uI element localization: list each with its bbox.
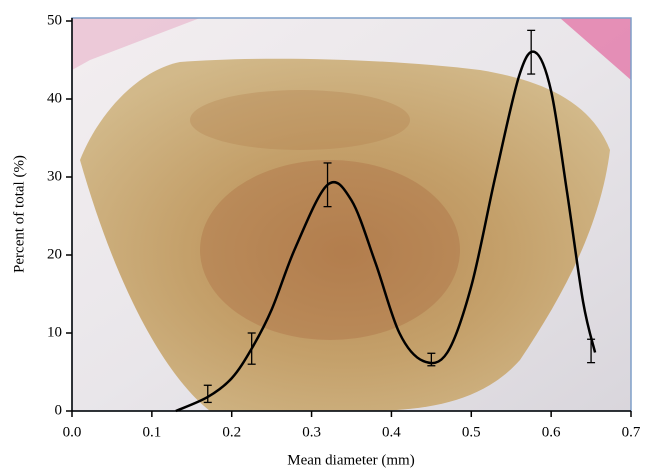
x-tick-label: 0.0 bbox=[63, 424, 82, 440]
x-tick-label: 0.2 bbox=[222, 424, 241, 440]
x-tick-label: 0.4 bbox=[382, 424, 401, 440]
x-tick-label: 0.7 bbox=[622, 424, 641, 440]
error-bar bbox=[203, 384, 212, 404]
photo-background bbox=[71, 17, 632, 412]
x-tick-label: 0.1 bbox=[142, 424, 161, 440]
error-bar bbox=[323, 162, 332, 208]
y-tick-label: 40 bbox=[47, 90, 62, 106]
y-tick-label: 10 bbox=[47, 324, 62, 340]
error-bar bbox=[587, 338, 596, 364]
y-tick-label: 30 bbox=[47, 168, 62, 184]
error-bar bbox=[427, 352, 436, 367]
x-tick-label: 0.5 bbox=[462, 424, 481, 440]
y-tick-label: 0 bbox=[55, 402, 63, 418]
x-tick-label: 0.3 bbox=[302, 424, 321, 440]
y-axis-label: Percent of total (%) bbox=[11, 155, 27, 273]
error-bar bbox=[247, 332, 256, 365]
x-axis-label: Mean diameter (mm) bbox=[287, 452, 414, 468]
fit-curve bbox=[175, 50, 597, 413]
y-tick-label: 20 bbox=[47, 246, 62, 262]
x-tick-label: 0.6 bbox=[542, 424, 561, 440]
error-bar bbox=[527, 29, 536, 75]
y-tick-label: 50 bbox=[47, 12, 62, 28]
